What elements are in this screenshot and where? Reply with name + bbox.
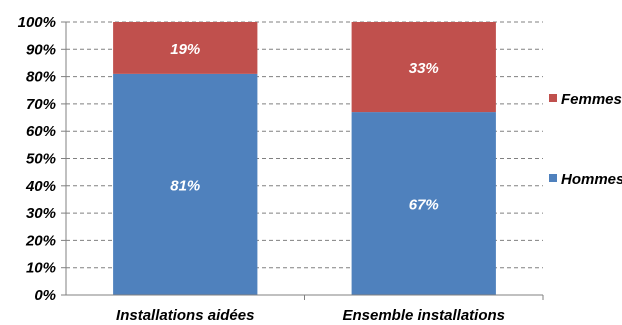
- legend-swatch-femmes: [549, 94, 557, 102]
- y-tick-label: 70%: [26, 96, 56, 113]
- x-category-label: Installations aidées: [116, 307, 254, 324]
- y-tick-label: 60%: [26, 123, 56, 140]
- y-tick-label: 80%: [26, 69, 56, 86]
- y-tick-label: 90%: [26, 41, 56, 58]
- y-tick-label: 50%: [26, 151, 56, 168]
- y-tick-label: 10%: [26, 260, 56, 277]
- legend: Femmes Hommes: [549, 91, 622, 188]
- x-category-label: Ensemble installations: [342, 307, 505, 324]
- data-label: 81%: [170, 177, 200, 194]
- legend-label-hommes: Hommes: [561, 171, 622, 188]
- y-tick-label: 100%: [18, 14, 56, 31]
- bar-hommes: [113, 73, 258, 296]
- bar-hommes: [351, 112, 496, 295]
- data-label: 33%: [409, 60, 439, 77]
- bars: 81% 19% 67% 33%: [113, 22, 496, 296]
- bar-femmes: [113, 22, 258, 74]
- y-tick-label: 0%: [34, 287, 56, 304]
- data-label: 19%: [170, 41, 200, 58]
- y-tick-label: 20%: [25, 232, 56, 249]
- y-tick-label: 30%: [26, 205, 56, 222]
- y-axis: 0% 10% 20% 30% 40% 50% 60% 70% 80% 90% 100%: [18, 14, 67, 304]
- y-tick-label: 40%: [25, 178, 56, 195]
- legend-label-femmes: Femmes: [561, 91, 622, 108]
- bar-femmes: [351, 22, 496, 113]
- legend-swatch-hommes: [549, 174, 557, 182]
- data-label: 67%: [409, 197, 439, 214]
- x-axis: Installations aidées Ensemble installatio…: [66, 294, 544, 324]
